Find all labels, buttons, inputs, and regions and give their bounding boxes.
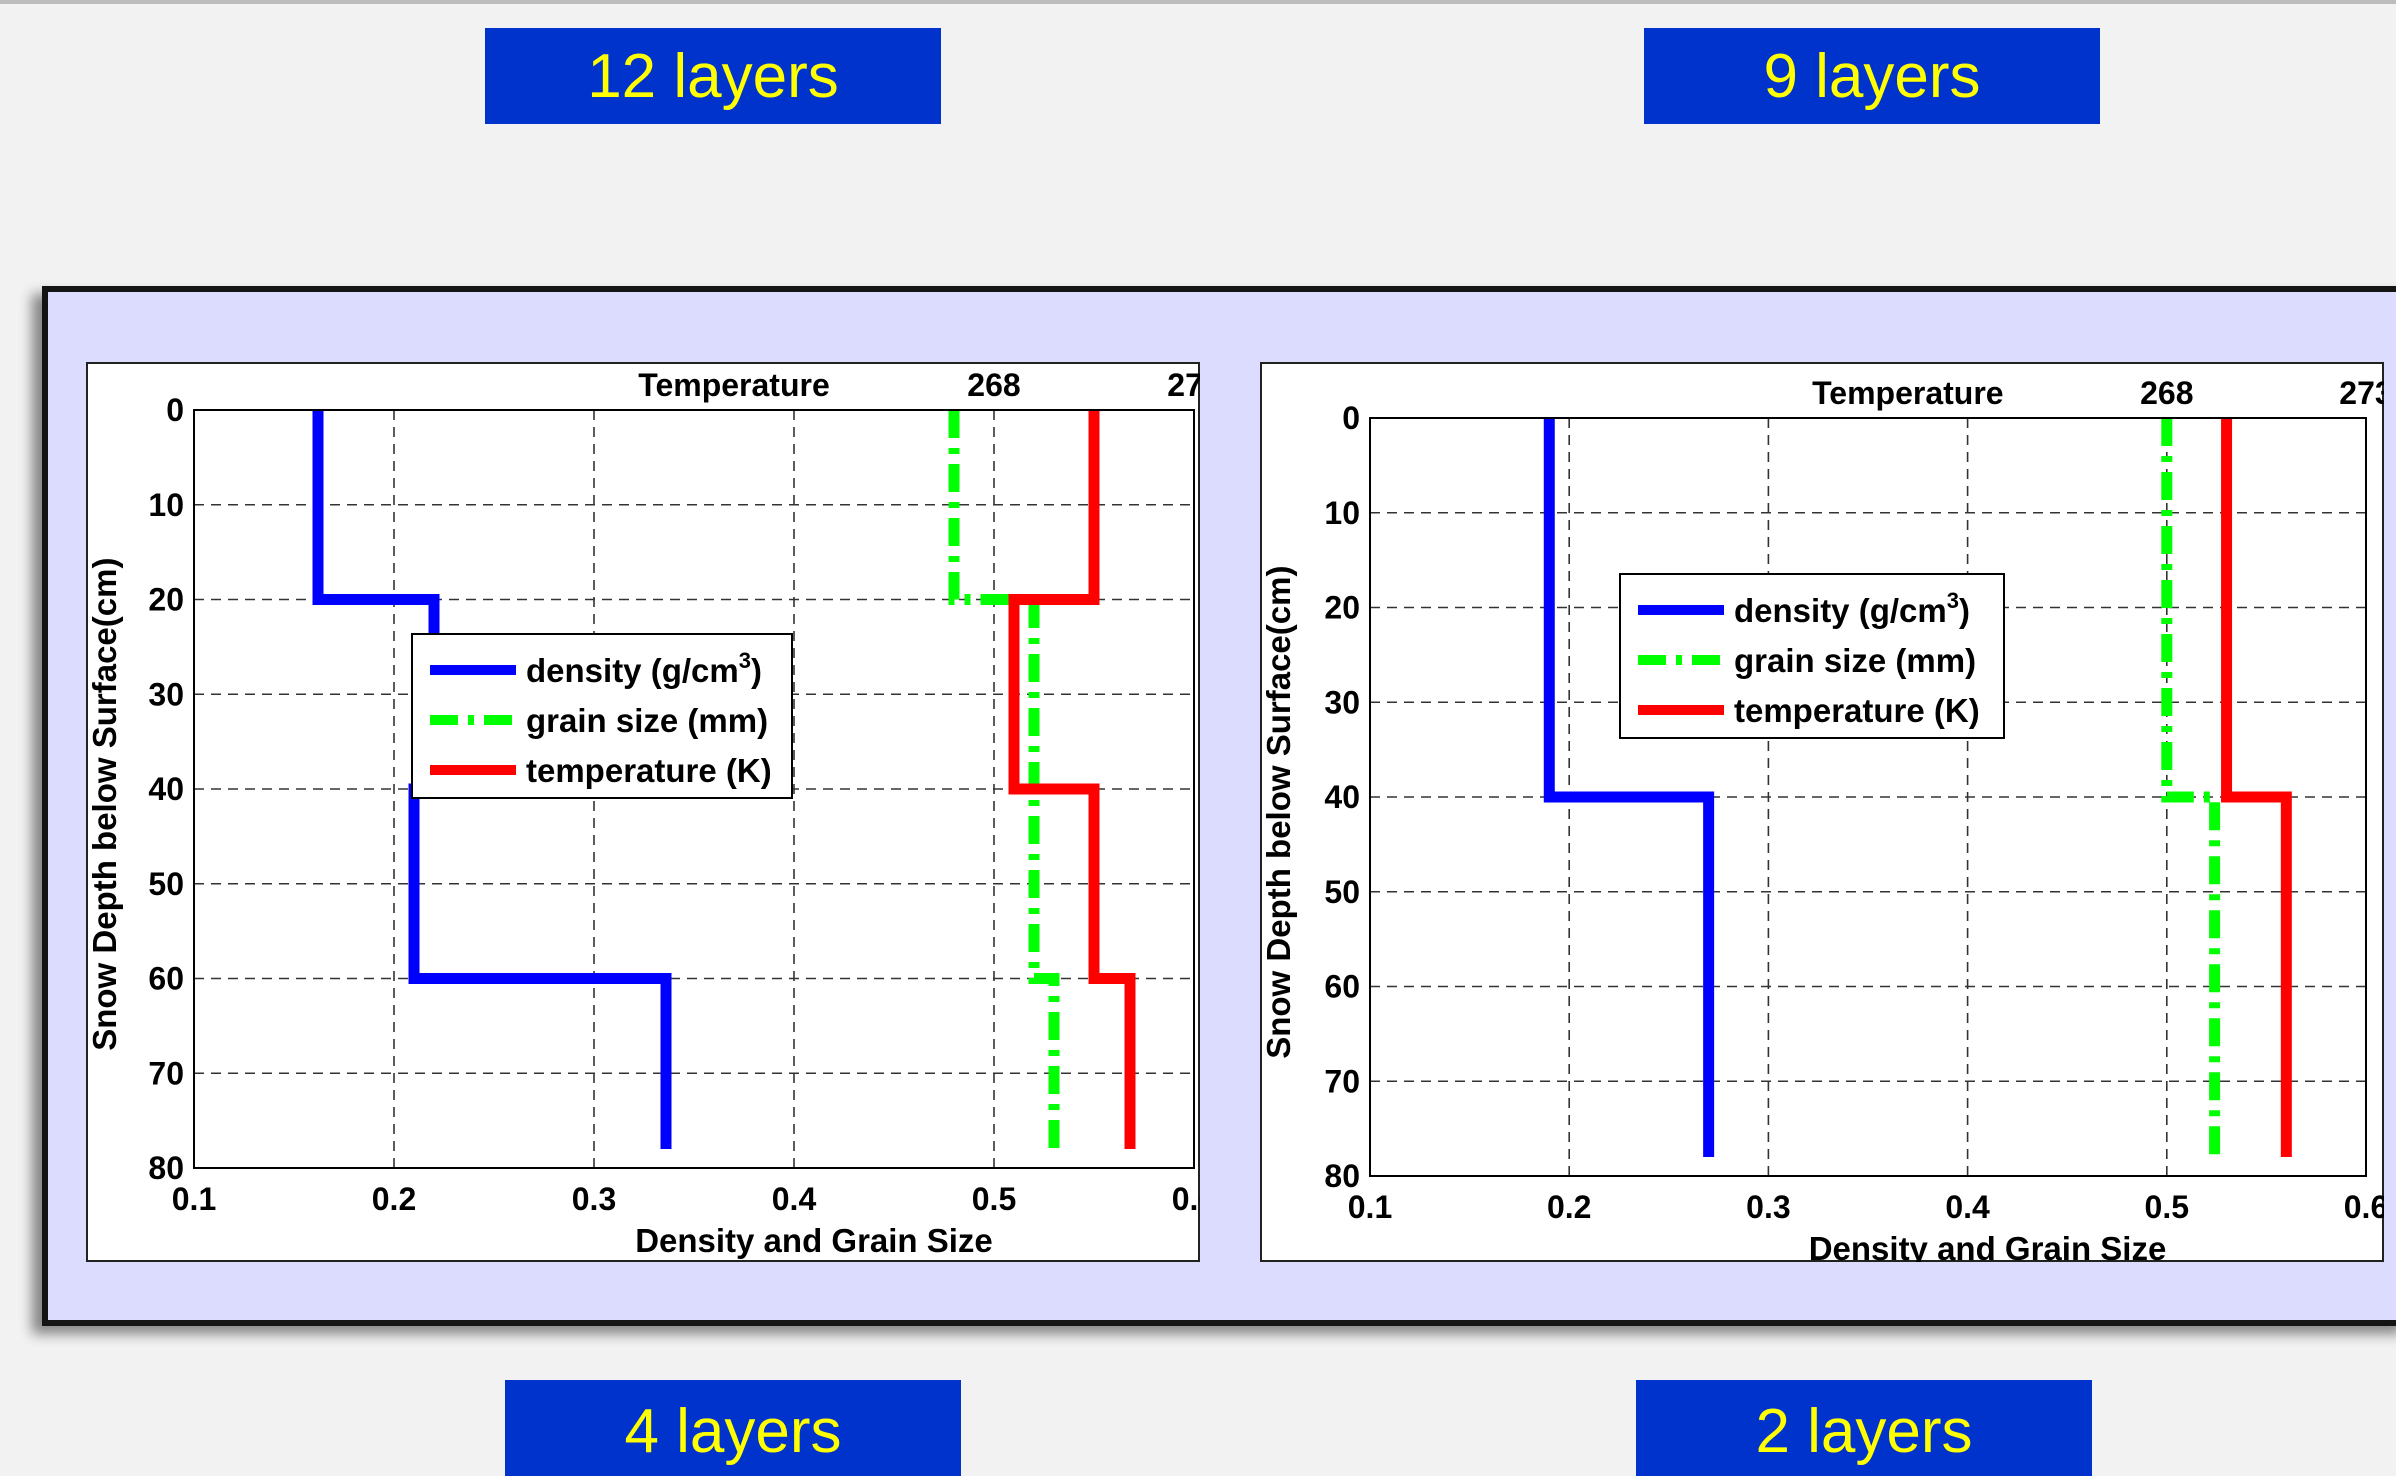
y-tick-label: 40	[1324, 779, 1360, 815]
y-tick-label: 70	[1324, 1063, 1360, 1099]
legend-entry-text: grain size (mm)	[526, 702, 768, 739]
y-tick-label: 0	[166, 392, 184, 428]
y-tick-label: 30	[148, 676, 184, 712]
legend-entry-superscript: 3	[1947, 588, 1959, 613]
y-tick-label: 10	[1324, 495, 1360, 531]
label-2-layers-text: 2 layers	[1755, 1397, 1973, 1466]
chart-2-layers: 0.1 0.2 0.3 0.4 0.5 0.6 0 10 20 30 40 50 60 70 80 268 27…	[1260, 362, 2384, 1262]
top-axis-label: 268	[2140, 375, 2193, 411]
x-tick-label: 0.2	[372, 1181, 416, 1217]
axes-box	[1369, 417, 2367, 1177]
y-tick-label: 30	[1324, 684, 1360, 720]
legend-entry: temperature (K)	[1734, 692, 1980, 729]
legend-entry: density (g/cm3)	[526, 648, 762, 689]
legend-entry-tail: )	[1959, 592, 1970, 629]
x-axis-label: Density and Grain Size	[635, 1222, 993, 1259]
x-tick-label: 0.6	[2344, 1189, 2384, 1225]
series-line	[1008, 410, 1136, 1150]
legend-entry-text: density (g/cm	[1734, 592, 1947, 629]
x-tick-label: 0.4	[1945, 1189, 1990, 1225]
y-axis-label: Snow Depth below Surface(cm)	[1260, 566, 1297, 1059]
chart-panel: 0.10.20.30.40.50.60102030405060708026827…	[42, 286, 2396, 1326]
x-tick-label: 0.3	[572, 1181, 616, 1217]
legend-entry-tail: )	[751, 652, 762, 689]
x-tick-label: 0.1	[1348, 1189, 1392, 1225]
x-tick-label: 0.5	[2145, 1189, 2189, 1225]
y-tick-label: 40	[148, 771, 184, 807]
y-tick-label: 70	[148, 1055, 184, 1091]
y-tick-label: 0	[1342, 400, 1360, 436]
top-axis-label: 273	[2339, 375, 2384, 411]
legend-entry-text: temperature (K)	[526, 752, 772, 789]
y-tick-label: 20	[1324, 590, 1360, 626]
y-tick-label: 80	[148, 1150, 184, 1186]
series-line	[1543, 418, 1715, 1158]
legend-entry-text: temperature (K)	[1734, 692, 1980, 729]
label-9-layers-text: 9 layers	[1763, 41, 1981, 111]
legend-entry-superscript: 3	[739, 648, 751, 673]
y-tick-label: 60	[1324, 969, 1360, 1005]
y-tick-label: 50	[1324, 874, 1360, 910]
chart-12-layers-4: 0.1 0.2 0.3 0.4 0.5 0.6 0 10 20 30 40 50 60 70 80 268 27…	[86, 362, 1200, 1262]
chart-title: Temperature	[638, 367, 829, 403]
legend-entry: grain size (mm)	[526, 702, 768, 739]
label-4-layers-text: 4 layers	[624, 1397, 842, 1466]
legend-entry: temperature (K)	[526, 752, 772, 789]
x-tick-label: 0.3	[1746, 1189, 1790, 1225]
label-12-layers: 12 layers	[485, 28, 941, 124]
label-12-layers-text: 12 layers	[587, 41, 839, 111]
y-tick-label: 20	[148, 582, 184, 618]
label-4-layers: 4 layers	[505, 1380, 961, 1476]
label-2-layers: 2 layers	[1636, 1380, 2092, 1476]
label-9-layers: 9 layers	[1644, 28, 2100, 124]
y-tick-label: 80	[1324, 1158, 1360, 1194]
chart-title: Temperature	[1812, 375, 2003, 411]
x-tick-label: 0.2	[1547, 1189, 1591, 1225]
axes-box	[193, 409, 1195, 1169]
x-tick-label: 0.5	[972, 1181, 1016, 1217]
top-axis-label: 273	[1167, 367, 1200, 403]
y-tick-label: 50	[148, 866, 184, 902]
series-line	[2161, 418, 2221, 1158]
legend-entry: grain size (mm)	[1734, 642, 1976, 679]
legend-entry-text: grain size (mm)	[1734, 642, 1976, 679]
x-tick-label: 0.4	[772, 1181, 817, 1217]
legend-entry: density (g/cm3)	[1734, 588, 1970, 629]
y-axis-label: Snow Depth below Surface(cm)	[86, 558, 123, 1051]
top-divider	[0, 0, 2396, 4]
legend-entry-text: density (g/cm	[526, 652, 739, 689]
x-tick-label: 0.1	[172, 1181, 216, 1217]
y-tick-label: 10	[148, 487, 184, 523]
series-line	[2221, 418, 2292, 1158]
y-tick-label: 60	[148, 961, 184, 997]
x-tick-label: 0.6	[1172, 1181, 1200, 1217]
x-axis-label: Density and Grain Size	[1809, 1230, 2167, 1262]
top-axis-label: 268	[967, 367, 1020, 403]
